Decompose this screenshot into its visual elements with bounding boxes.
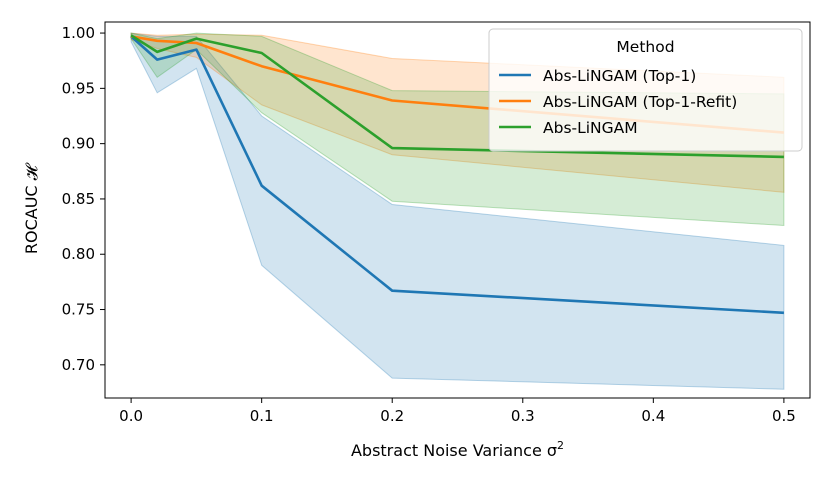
legend: Method Abs-LiNGAM (Top-1) Abs-LiNGAM (Top-… xyxy=(488,28,803,152)
legend-entry-label-3: Abs-LiNGAM xyxy=(543,119,638,137)
y-tick-label: 0.90 xyxy=(62,135,95,153)
series-line-1 xyxy=(130,35,784,315)
x-tick-label: 0.1 xyxy=(250,407,274,425)
series-lines xyxy=(130,34,785,315)
x-axis-label-superscript: 2 xyxy=(557,439,564,452)
y-tick-label: 0.70 xyxy=(62,356,95,374)
y-axis-label: ROCAUC 𝓗 xyxy=(22,162,41,254)
series-line-3 xyxy=(130,34,784,159)
legend-entry-label-1: Abs-LiNGAM (Top-1) xyxy=(543,67,696,85)
x-tick-label: 0.3 xyxy=(511,407,535,425)
series-line-2 xyxy=(130,35,785,134)
x-tick-label: 0.4 xyxy=(641,407,665,425)
y-tick-label: 0.75 xyxy=(62,301,95,319)
x-axis-ticks: 0.0 0.1 0.2 0.3 0.4 0.5 xyxy=(119,398,796,425)
x-axis-label: Abstract Noise Variance σ2 xyxy=(351,439,564,460)
y-tick-label: 1.00 xyxy=(62,24,95,42)
legend-entry-label-2: Abs-LiNGAM (Top-1-Refit) xyxy=(543,93,737,111)
confidence-band-3 xyxy=(130,32,785,227)
y-tick-label: 0.85 xyxy=(62,190,95,208)
y-axis-ticks: 0.70 0.75 0.80 0.85 0.90 0.95 1.00 xyxy=(62,24,105,374)
x-tick-label: 0.0 xyxy=(119,407,143,425)
x-tick-label: 0.5 xyxy=(772,407,796,425)
x-axis-label-text: Abstract Noise Variance σ xyxy=(351,441,557,460)
legend-title: Method xyxy=(616,38,674,56)
x-tick-label: 0.2 xyxy=(380,407,404,425)
confidence-band-1 xyxy=(130,32,785,390)
plot-frame xyxy=(104,21,811,399)
y-tick-label: 0.95 xyxy=(62,79,95,97)
legend-box xyxy=(488,28,803,152)
y-tick-label: 0.80 xyxy=(62,245,95,263)
